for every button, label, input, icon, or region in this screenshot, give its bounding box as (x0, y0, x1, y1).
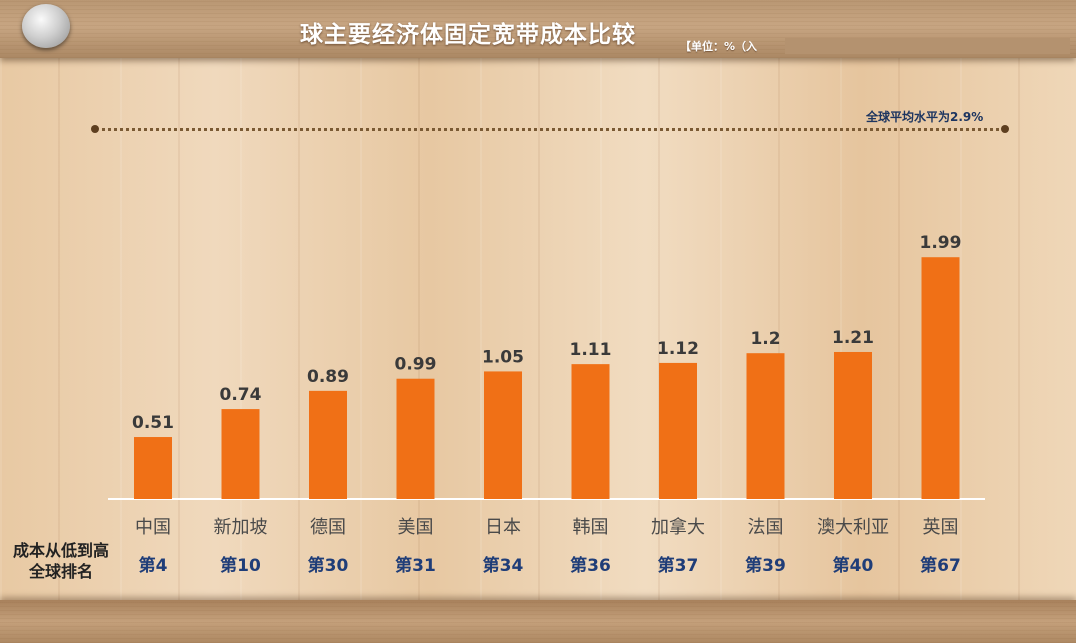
value-label: 0.99 (395, 355, 437, 375)
rank-label: 第67 (920, 555, 961, 576)
category-label: 美国 (398, 517, 434, 538)
chart-title: 球主要经济体固定宽带成本比较 (300, 22, 636, 48)
rank-label: 第36 (570, 555, 611, 576)
bar-8 (834, 351, 872, 499)
value-label: 1.21 (832, 328, 874, 348)
average-line-start-dot (91, 125, 99, 133)
footer-plank (0, 600, 1076, 643)
rank-label: 第31 (395, 555, 436, 576)
rank-label: 第37 (658, 555, 699, 576)
value-label: 0.89 (307, 367, 349, 387)
category-label: 英国 (923, 517, 959, 538)
category-label: 德国 (310, 517, 346, 538)
rank-label: 第34 (483, 555, 524, 576)
bar-3 (396, 378, 435, 499)
rank-label: 第10 (220, 555, 261, 576)
category-label: 日本 (485, 517, 521, 538)
bar-1 (221, 409, 260, 499)
bar-5 (571, 364, 610, 499)
bar-9 (921, 257, 960, 499)
unit-note: 【单位：%（入 (680, 40, 758, 53)
value-label: 0.51 (132, 413, 174, 433)
category-label: 法国 (748, 517, 784, 538)
value-label: 1.99 (920, 233, 962, 253)
value-label: 0.74 (220, 385, 262, 405)
category-label: 新加坡 (214, 517, 268, 538)
rank-label: 第4 (139, 555, 168, 576)
category-label: 中国 (135, 517, 171, 538)
rank-row-caption-line: 成本从低到高 (12, 541, 109, 560)
rank-label: 第40 (833, 555, 874, 576)
bar-4 (484, 371, 522, 499)
redaction-block (785, 38, 1070, 54)
rank-label: 第30 (308, 555, 349, 576)
category-label: 韩国 (573, 517, 609, 538)
rank-label: 第39 (745, 555, 786, 576)
bar-6 (659, 362, 697, 499)
average-reference-line (95, 128, 1005, 131)
nail-icon (22, 4, 70, 48)
value-label: 1.2 (750, 329, 780, 349)
bar-2 (309, 390, 347, 499)
value-label: 1.12 (657, 339, 699, 359)
bar-0 (134, 437, 172, 499)
bar-7 (746, 353, 785, 499)
category-label: 澳大利亚 (817, 517, 889, 538)
category-label: 加拿大 (651, 516, 705, 538)
average-line-end-dot (1001, 125, 1009, 133)
rank-row-caption: 成本从低到高 全球排名 (6, 540, 116, 582)
rank-row-caption-line: 全球排名 (28, 562, 93, 581)
value-label: 1.11 (570, 340, 612, 360)
average-label: 全球平均水平为2.9% (866, 110, 984, 124)
value-label: 1.05 (482, 347, 524, 367)
